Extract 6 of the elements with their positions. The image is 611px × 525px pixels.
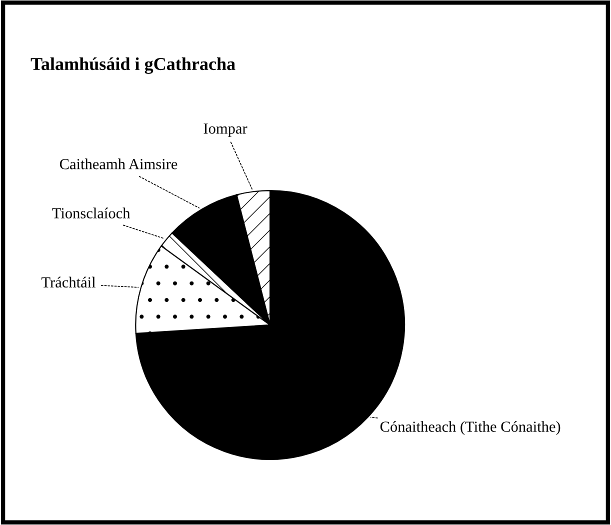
slice-label: Cónaitheach (Tithe Cónaithe): [380, 421, 560, 435]
slice-label: Tráchtáil: [42, 276, 96, 288]
slice-label: Iompar: [204, 124, 248, 137]
slice-label: Caitheamh Aimsire: [60, 158, 178, 170]
slice-label: Tionsclaíoch: [52, 208, 130, 218]
chart-title: Talamhúsáid i gCathracha: [30, 57, 236, 74]
